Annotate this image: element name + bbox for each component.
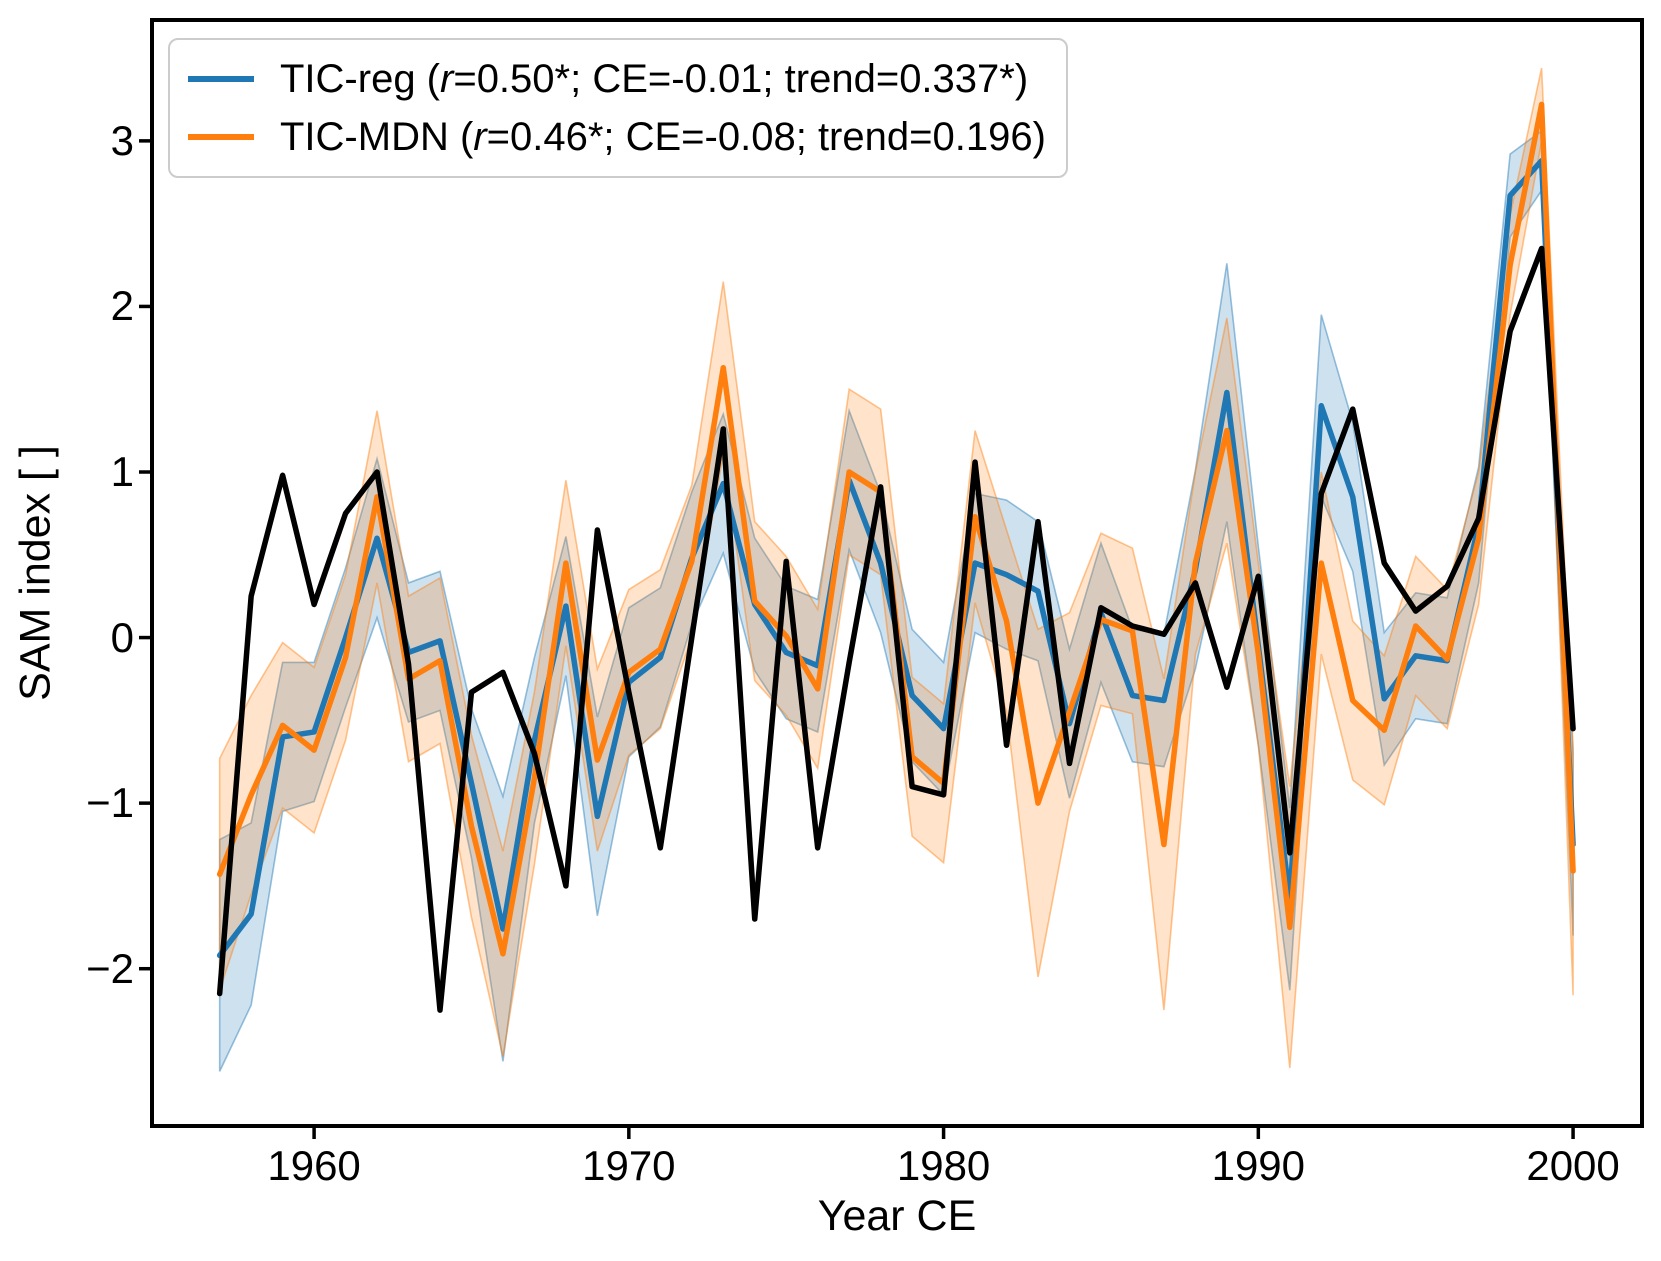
y-tick-label: 3 xyxy=(110,116,134,164)
legend-label-tic-reg: TIC-reg (r=0.50*; CE=-0.01; trend=0.337*… xyxy=(280,56,1029,101)
tic-reg-line-swatch xyxy=(188,75,254,82)
y-tick-label: 2 xyxy=(110,282,134,330)
tic-mdn-line-swatch xyxy=(188,134,254,141)
line-chart xyxy=(139,18,1644,1139)
x-tick-label: 1970 xyxy=(582,1142,676,1189)
y-tick-label: −2 xyxy=(86,944,134,992)
plot-border xyxy=(150,18,1644,1128)
x-tick-label: 1980 xyxy=(896,1142,991,1189)
x-tick-label: 2000 xyxy=(1526,1142,1620,1189)
x-axis-label: Year CE xyxy=(817,1192,977,1240)
y-tick-label: −1 xyxy=(86,779,134,827)
y-tick-label: 0 xyxy=(110,613,134,661)
y-tick-label: 1 xyxy=(110,448,134,495)
TIC-MDN-band xyxy=(218,67,1574,1069)
legend-item-tic-reg: TIC-reg (r=0.50*; CE=-0.01; trend=0.337*… xyxy=(188,59,1066,99)
x-tick-label: 1960 xyxy=(267,1142,361,1189)
legend-item-tic-mdn: TIC-MDN (r=0.46*; CE=-0.08; trend=0.196) xyxy=(188,117,1066,157)
x-tick-label: 1990 xyxy=(1211,1142,1306,1189)
chart-legend: TIC-reg (r=0.50*; CE=-0.01; trend=0.337*… xyxy=(168,38,1068,178)
observed-line xyxy=(216,245,1576,1013)
legend-label-tic-mdn: TIC-MDN (r=0.46*; CE=-0.08; trend=0.196) xyxy=(280,115,1046,160)
